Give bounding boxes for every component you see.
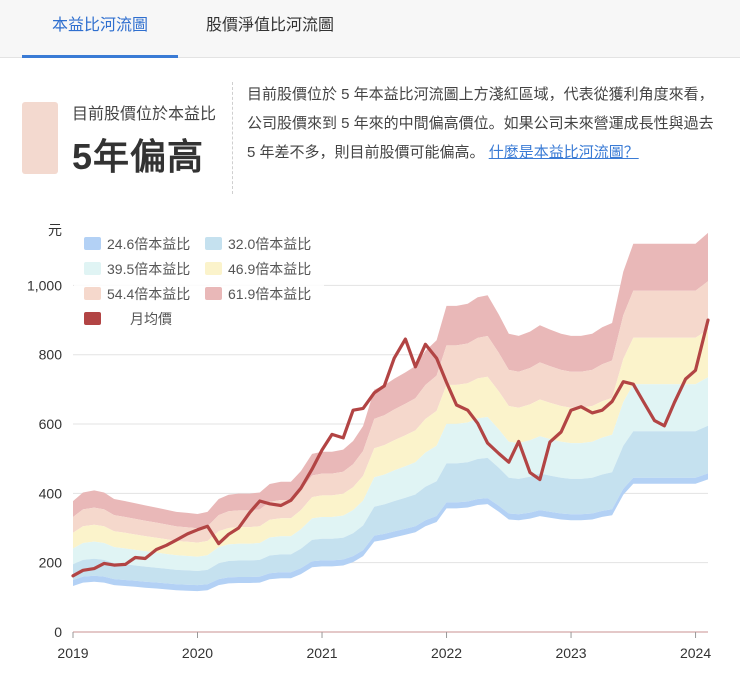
y-tick-label: 800 [39,347,63,363]
what-is-pe-river-link[interactable]: 什麼是本益比河流圖？ [488,144,639,161]
status-value: 5年偏高 [72,136,205,177]
legend-swatch-2 [84,262,101,275]
legend-label: 24.6倍本益比 [107,236,190,252]
x-axis: 2019 2020 2021 2022 2023 2024 [57,631,711,661]
active-tab-indicator [22,55,178,58]
tab-pb-river-label: 股價淨值比河流圖 [205,17,334,34]
legend-label: 46.9倍本益比 [228,261,311,277]
y-axis: 0 200 400 600 800 1,000 元 [27,222,62,640]
band-1 [73,425,708,586]
legend-label: 54.4倍本益比 [107,286,190,302]
x-tick-label: 2024 [680,645,711,661]
legend-label: 39.5倍本益比 [107,261,190,277]
y-axis-label: 元 [48,222,62,238]
tab-pe-river-label: 本益比河流圖 [51,17,148,34]
legend-swatch-4 [84,287,101,300]
legend-swatch-5 [205,287,222,300]
legend: 24.6倍本益比 32.0倍本益比 39.5倍本益比 46.9倍本益比 54.4倍本益比… [74,226,324,334]
band-5 [73,232,708,529]
band-4 [73,281,708,543]
description: 目前股價位於 5 年本益比河流圖上方淺紅區域，代表從獲利角度來看，公司股價來到 … [247,80,717,167]
description-text: 目前股價位於 5 年本益比河流圖上方淺紅區域，代表從獲利角度來看，公司股價來到 … [247,86,714,161]
legend-swatch-0 [84,237,101,250]
y-tick-label: 200 [39,555,63,571]
x-tick-label: 2019 [57,645,88,661]
price-line [71,318,710,578]
legend-swatch-3 [205,262,222,275]
divider [232,82,233,194]
y-tick-label: 0 [54,624,62,640]
legend-swatch-6 [84,312,101,325]
y-tick-label: 400 [39,485,63,501]
legend-background [74,226,324,334]
pe-bands [73,232,708,592]
status-label: 目前股價位於本益比 [72,106,217,123]
x-tick-label: 2023 [555,645,586,661]
band-3 [73,329,708,557]
status-color-swatch [22,102,58,174]
band-2 [73,377,708,571]
tab-pb-river[interactable]: 股價淨值比河流圖 [190,0,350,58]
tab-pe-river[interactable]: 本益比河流圖 [22,0,178,58]
legend-label: 月均價 [130,311,172,327]
tab-bar: 本益比河流圖 股價淨值比河流圖 [0,0,740,58]
x-tick-label: 2022 [431,645,462,661]
x-tick-label: 2020 [182,645,213,661]
pe-river-chart: 0 200 400 600 800 1,000 元 2019 2020 2021 2022 2023… [27,222,711,661]
price-series [71,318,710,578]
x-tick-label: 2021 [306,645,337,661]
y-tick-label: 1,000 [27,277,62,293]
legend-label: 61.9倍本益比 [228,286,311,302]
y-tick-label: 600 [39,416,63,432]
legend-label: 32.0倍本益比 [228,236,311,252]
legend-swatch-1 [205,237,222,250]
